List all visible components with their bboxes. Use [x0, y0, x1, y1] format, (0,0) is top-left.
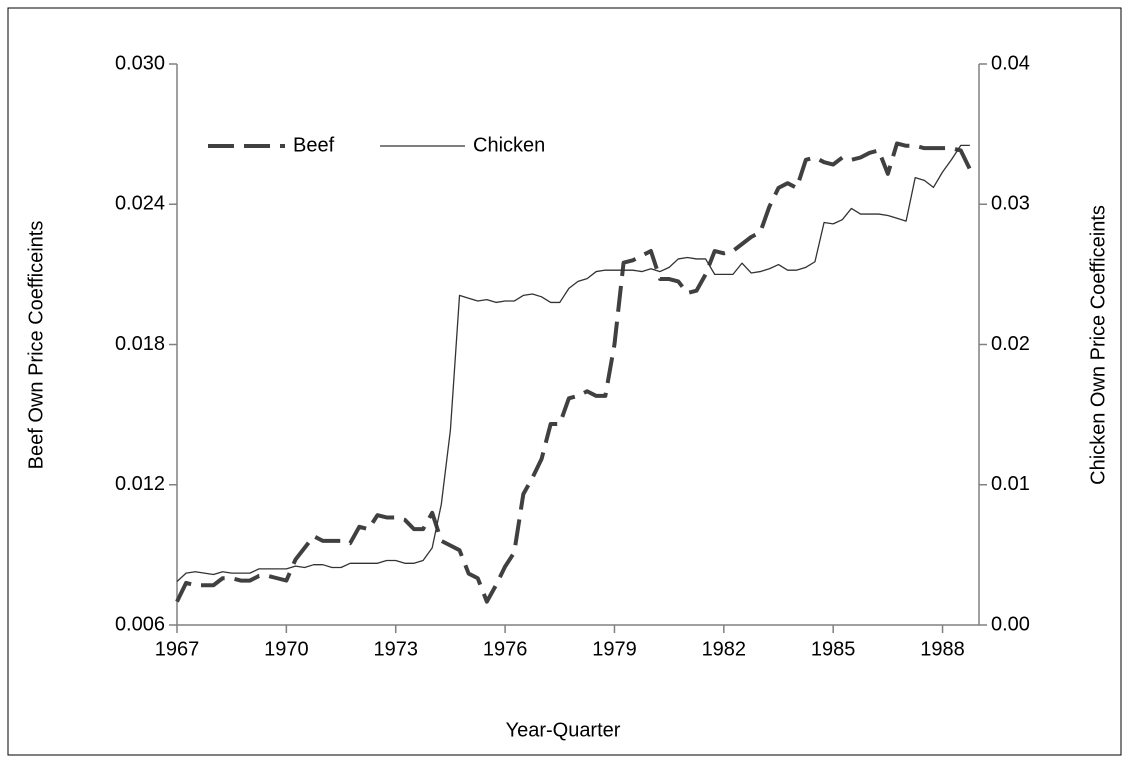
y-tick-label: 0.012: [115, 473, 165, 495]
y-tick-label: 0.018: [115, 333, 165, 355]
y2-tick-label: 0.04: [991, 52, 1030, 74]
x-tick-label: 1982: [702, 638, 747, 660]
line-series: [175, 141, 972, 604]
x-axis-title: Year-Quarter: [506, 719, 621, 741]
x-tick-label: 1985: [811, 638, 856, 660]
x-tick-label: 1976: [483, 638, 528, 660]
line-series: [176, 144, 970, 582]
x-tick-label: 1973: [373, 638, 418, 660]
y-tick-label: 0.024: [115, 193, 165, 215]
y-tick-label: 0.030: [115, 52, 165, 74]
legend-label: Beef: [293, 134, 335, 156]
y2-tick-label: 0.01: [991, 473, 1030, 495]
y2-tick-label: 0.03: [991, 193, 1030, 215]
x-tick-label: 1988: [920, 638, 965, 660]
frame: [7, 7, 1122, 756]
x-tick-label: 1967: [155, 638, 200, 660]
legend-label: Chicken: [473, 134, 545, 156]
y-tick-label: 0.006: [115, 613, 165, 635]
y2-tick-label: 0.02: [991, 333, 1030, 355]
x-tick-label: 1970: [264, 638, 309, 660]
y-axis-title: Beef Own Price Coefficeints: [25, 221, 47, 470]
y2-axis-title: Chicken Own Price Coefficeints: [1087, 205, 1109, 485]
y2-tick-label: 0.00: [991, 613, 1030, 635]
x-tick-label: 1979: [592, 638, 637, 660]
